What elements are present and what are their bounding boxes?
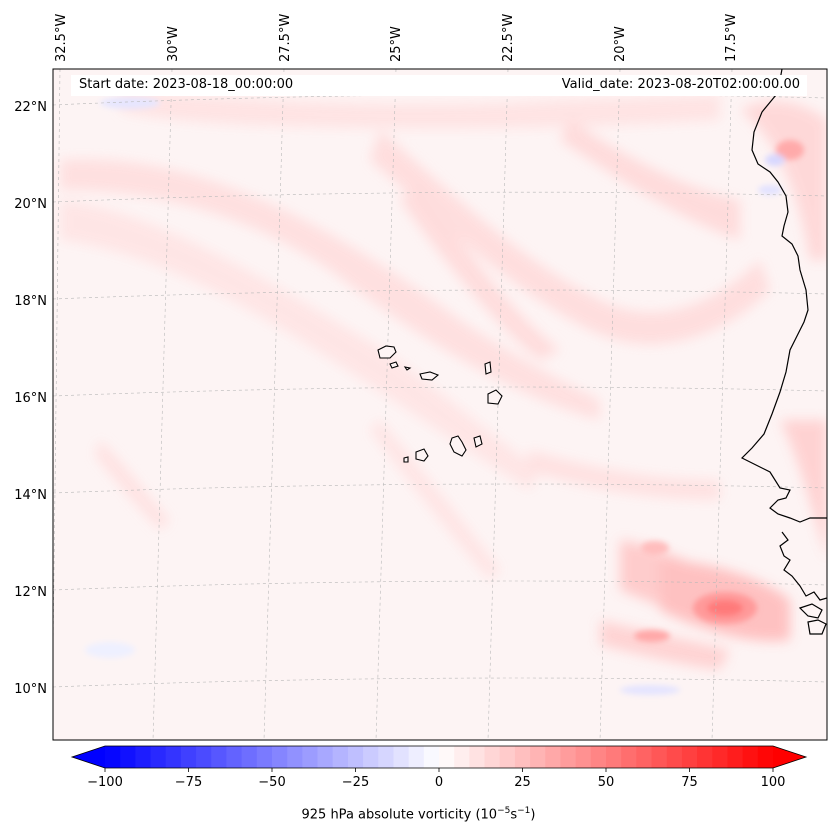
lat-label: 14°N: [14, 488, 47, 503]
colorbar-segment: [757, 746, 774, 768]
colorbar-segment: [408, 746, 425, 768]
colorbar-segment: [272, 746, 288, 768]
lon-label: 32.5°W: [54, 14, 69, 62]
map-area: [53, 69, 827, 740]
colorbar-segment: [606, 746, 622, 768]
colorbar-ticks: −100 −75 −50 −25 0 25 50 75 100: [87, 768, 785, 790]
colorbar-segment: [226, 746, 243, 768]
colorbar-title-exp2: −1: [517, 806, 531, 816]
colorbar-segment: [150, 746, 167, 768]
colorbar-segment: [621, 746, 637, 768]
graticule: [53, 69, 827, 740]
colorbar-segment: [742, 746, 759, 768]
valid-date-label: Valid_date: 2023-08-20T02:00:00.00: [561, 77, 800, 92]
colorbar-segment: [469, 746, 486, 768]
colorbar-segment: [256, 746, 273, 768]
colorbar-segment: [530, 746, 546, 768]
colorbar-segment: [120, 746, 136, 768]
lon-label: 30°W: [166, 26, 181, 62]
africa-coastline: [740, 69, 827, 635]
vorticity-field: [60, 90, 827, 670]
colorbar-extend-max: [773, 746, 806, 768]
colorbar: −100 −75 −50 −25 0 25 50 75 100: [70, 745, 808, 790]
colorbar-segment: [712, 746, 728, 768]
colorbar-segment: [727, 746, 744, 768]
colorbar-segment: [287, 746, 303, 768]
cape-verde-islands: [377, 345, 503, 463]
colorbar-segment: [514, 746, 531, 768]
annotation-box: [71, 75, 807, 96]
lon-label: 22.5°W: [501, 14, 516, 62]
colorbar-segment: [454, 746, 470, 768]
colorbar-segment: [363, 746, 379, 768]
start-date-label: Start date: 2023-08-18_00:00:00: [79, 77, 294, 92]
colorbar-segment: [378, 746, 394, 768]
longitude-labels: 32.5°W 30°W 27.5°W 25°W 22.5°W 20°W 17.5…: [54, 14, 739, 62]
map-frame: [52, 68, 828, 741]
lat-label: 12°N: [14, 585, 47, 600]
colorbar-title: 925 hPa absolute vorticity (10−5s−1): [0, 806, 837, 822]
colorbar-segments: [105, 746, 774, 768]
colorbar-segment: [439, 746, 455, 768]
colorbar-tick-label: 25: [514, 775, 531, 790]
vorticity-maxima: [85, 97, 804, 695]
lat-label: 20°N: [14, 197, 47, 212]
colorbar-tick-label: −75: [175, 775, 202, 790]
colorbar-segment: [484, 746, 501, 768]
colorbar-segment: [317, 746, 334, 768]
colorbar-segment: [636, 746, 653, 768]
colorbar-tick-label: 100: [761, 775, 786, 790]
lon-label: 27.5°W: [278, 14, 293, 62]
lon-label: 17.5°W: [724, 14, 739, 62]
colorbar-title-suffix: ): [530, 807, 536, 823]
colorbar-segment: [423, 746, 440, 768]
lat-label: 22°N: [14, 100, 47, 115]
colorbar-segment: [196, 746, 212, 768]
colorbar-segment: [241, 746, 258, 768]
colorbar-segment: [560, 746, 577, 768]
colorbar-tick-label: 50: [598, 775, 615, 790]
colorbar-segment: [165, 746, 182, 768]
colorbar-title-exp1: −5: [497, 806, 511, 816]
colorbar-segment: [681, 746, 698, 768]
colorbar-segment: [545, 746, 561, 768]
colorbar-segment: [180, 746, 197, 768]
lat-label: 16°N: [14, 391, 47, 406]
colorbar-segment: [211, 746, 227, 768]
colorbar-segment: [302, 746, 319, 768]
latitude-labels: 22°N 20°N 18°N 16°N 14°N 12°N 10°N: [14, 100, 47, 697]
colorbar-segment: [575, 746, 592, 768]
lat-label: 10°N: [14, 682, 47, 697]
colorbar-segment: [393, 746, 410, 768]
colorbar-segment: [347, 746, 364, 768]
colorbar-segment: [666, 746, 683, 768]
colorbar-tick-label: −25: [342, 775, 369, 790]
colorbar-segment: [590, 746, 607, 768]
colorbar-segment: [697, 746, 713, 768]
colorbar-tick-label: −100: [87, 775, 123, 790]
lat-label: 18°N: [14, 294, 47, 309]
lon-label: 20°W: [613, 26, 628, 62]
colorbar-title-prefix: 925 hPa absolute vorticity (10: [301, 807, 498, 823]
colorbar-segment: [651, 746, 668, 768]
colorbar-segment: [499, 746, 516, 768]
colorbar-segment: [135, 746, 152, 768]
colorbar-segment: [105, 746, 121, 768]
colorbar-tick-label: −50: [258, 775, 285, 790]
colorbar-extend-min: [72, 746, 105, 768]
colorbar-tick-label: 0: [435, 775, 443, 790]
colorbar-segment: [332, 746, 349, 768]
colorbar-tick-label: 75: [681, 775, 698, 790]
colorbar-title-mid: s: [510, 807, 518, 823]
lon-label: 25°W: [389, 26, 404, 62]
